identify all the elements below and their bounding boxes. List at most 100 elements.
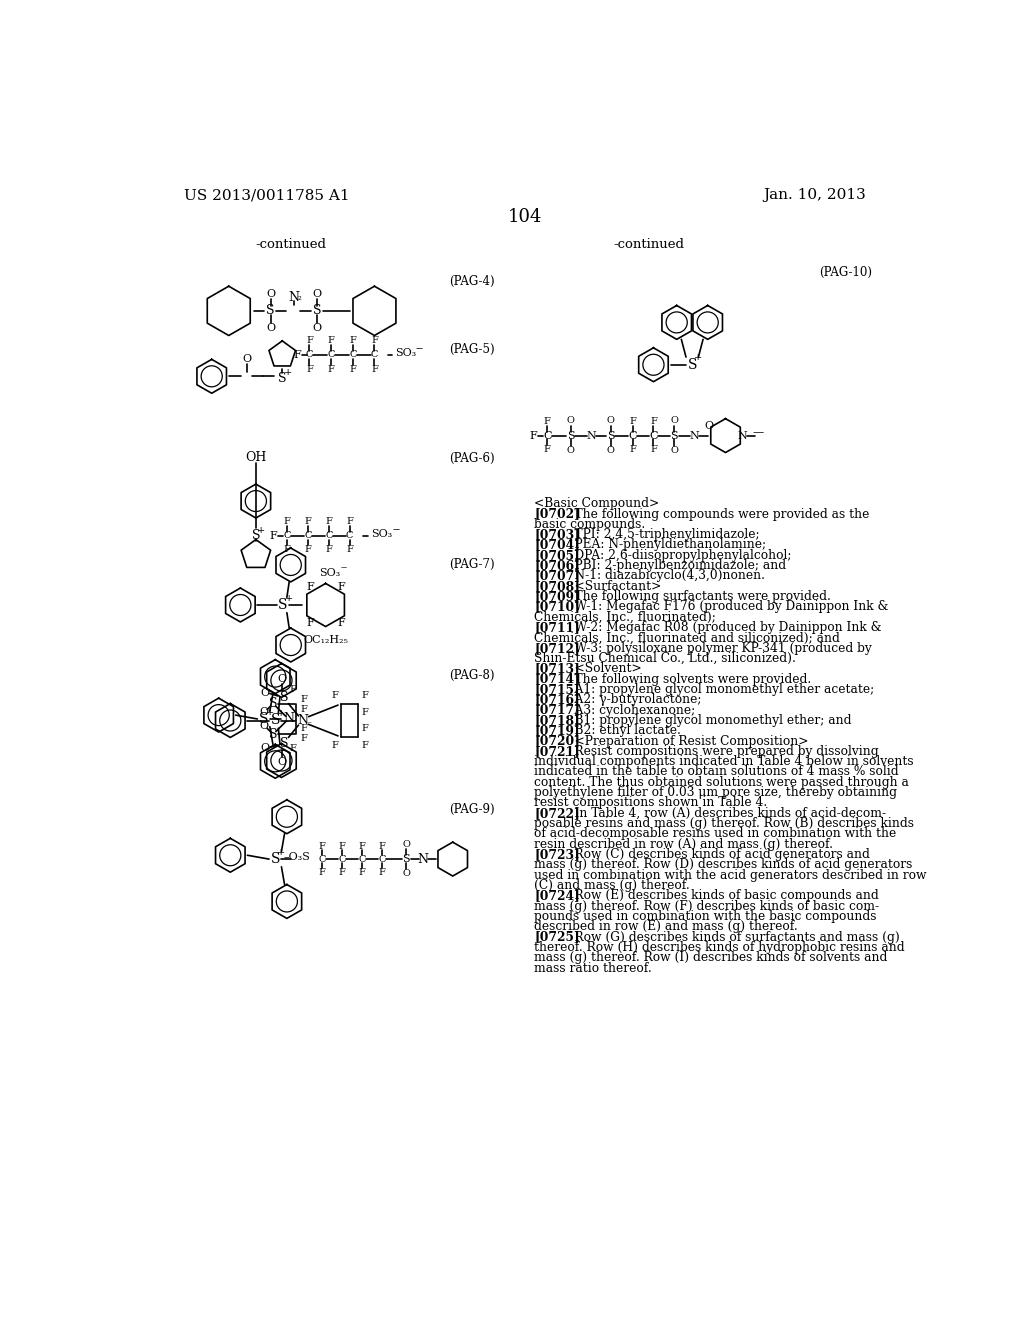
Text: +: + xyxy=(694,354,702,362)
Text: mass ratio thereof.: mass ratio thereof. xyxy=(535,961,652,974)
Text: [0704]: [0704] xyxy=(535,539,580,552)
Text: C: C xyxy=(325,531,333,540)
Text: TPI: 2,4,5-triphenylimidazole;: TPI: 2,4,5-triphenylimidazole; xyxy=(558,528,759,541)
Text: Row (G) describes kinds of surfactants and mass (g): Row (G) describes kinds of surfactants a… xyxy=(558,931,899,944)
Text: F: F xyxy=(306,619,314,628)
Text: +: + xyxy=(278,709,286,718)
Text: C: C xyxy=(305,350,313,359)
Text: [0714]: [0714] xyxy=(535,673,580,685)
Text: F: F xyxy=(339,842,345,850)
Text: O: O xyxy=(312,289,322,298)
Text: C: C xyxy=(328,350,335,359)
Text: C: C xyxy=(338,854,345,863)
Text: S: S xyxy=(402,854,410,865)
Text: <Solvent>: <Solvent> xyxy=(558,663,641,676)
Text: F: F xyxy=(349,364,356,374)
Text: F: F xyxy=(289,685,296,694)
Text: F: F xyxy=(360,741,368,750)
Text: +: + xyxy=(257,525,265,535)
Text: F: F xyxy=(379,842,386,850)
Text: O: O xyxy=(261,743,269,754)
Text: F: F xyxy=(529,430,538,441)
Text: ‒: ‒ xyxy=(416,343,423,354)
Text: (PAG-8): (PAG-8) xyxy=(450,669,496,682)
Text: F: F xyxy=(301,705,307,714)
Text: F: F xyxy=(371,364,378,374)
Text: [0723]: [0723] xyxy=(535,847,580,861)
Text: mass (g) thereof. Row (D) describes kinds of acid generators: mass (g) thereof. Row (D) describes kind… xyxy=(535,858,912,871)
Text: F: F xyxy=(289,743,296,752)
Text: F: F xyxy=(360,709,368,717)
Text: The following surfactants were provided.: The following surfactants were provided. xyxy=(558,590,830,603)
Text: F: F xyxy=(629,417,636,426)
Text: F: F xyxy=(379,867,386,876)
Text: O: O xyxy=(566,446,574,454)
Text: F: F xyxy=(328,335,335,345)
Text: [0706]: [0706] xyxy=(535,560,580,572)
Text: –O₃S: –O₃S xyxy=(284,851,310,862)
Text: Shin-Etsu Chemical Co., Ltd., siliconized).: Shin-Etsu Chemical Co., Ltd., siliconize… xyxy=(535,652,796,665)
Text: S: S xyxy=(252,529,260,543)
Text: [0722]: [0722] xyxy=(535,807,580,820)
Text: F: F xyxy=(270,531,278,541)
Text: N: N xyxy=(737,430,748,441)
Text: Resist compositions were prepared by dissolving: Resist compositions were prepared by dis… xyxy=(558,744,879,758)
Text: mass (g) thereof. Row (I) describes kinds of solvents and: mass (g) thereof. Row (I) describes kind… xyxy=(535,952,888,964)
Text: S: S xyxy=(313,305,322,317)
Text: O: O xyxy=(703,421,713,432)
Text: [0709]: [0709] xyxy=(535,590,580,603)
Text: [0703]: [0703] xyxy=(535,528,580,541)
Text: C: C xyxy=(629,430,637,441)
Text: O: O xyxy=(243,354,252,364)
Text: of acid-decomposable resins used in combination with the: of acid-decomposable resins used in comb… xyxy=(535,828,896,841)
Text: S: S xyxy=(278,372,287,385)
Text: resin described in row (A) and mass (g) thereof.: resin described in row (A) and mass (g) … xyxy=(535,838,834,850)
Text: Chemicals, Inc., fluorinated);: Chemicals, Inc., fluorinated); xyxy=(535,611,716,623)
Text: S: S xyxy=(671,430,678,441)
Text: Jan. 10, 2013: Jan. 10, 2013 xyxy=(763,189,866,202)
Text: O: O xyxy=(261,688,269,698)
Text: pounds used in combination with the basic compounds: pounds used in combination with the basi… xyxy=(535,909,877,923)
Text: F: F xyxy=(306,364,312,374)
Text: The following compounds were provided as the: The following compounds were provided as… xyxy=(558,507,869,520)
Text: F: F xyxy=(337,619,345,628)
Text: described in row (E) and mass (g) thereof.: described in row (E) and mass (g) thereo… xyxy=(535,920,798,933)
Text: polyethylene filter of 0.03 μm pore size, thereby obtaining: polyethylene filter of 0.03 μm pore size… xyxy=(535,787,897,799)
Text: N-1: diazabicyclo(4,3,0)nonen.: N-1: diazabicyclo(4,3,0)nonen. xyxy=(558,569,765,582)
Text: C: C xyxy=(358,854,366,863)
Text: indicated in the table to obtain solutions of 4 mass % solid: indicated in the table to obtain solutio… xyxy=(535,766,899,779)
Text: -continued: -continued xyxy=(255,238,327,251)
Text: A2: γ-butyrolactone;: A2: γ-butyrolactone; xyxy=(558,693,701,706)
Text: F: F xyxy=(318,867,326,876)
Text: F: F xyxy=(650,445,656,454)
Text: [0721]: [0721] xyxy=(535,744,580,758)
Text: N: N xyxy=(418,853,429,866)
Text: +: + xyxy=(284,368,292,378)
Text: [0720]: [0720] xyxy=(535,734,580,747)
Text: [0719]: [0719] xyxy=(535,725,580,737)
Text: [0711]: [0711] xyxy=(535,620,580,634)
Text: [0716]: [0716] xyxy=(535,693,580,706)
Text: [0710]: [0710] xyxy=(535,601,580,614)
Text: S: S xyxy=(269,727,278,741)
Text: SO₃: SO₃ xyxy=(395,348,416,358)
Text: S: S xyxy=(259,711,268,726)
Text: [0718]: [0718] xyxy=(535,714,580,727)
Text: C: C xyxy=(346,531,353,540)
Text: O: O xyxy=(566,417,574,425)
Text: ⁻: ⁻ xyxy=(291,718,296,727)
Text: F: F xyxy=(306,335,312,345)
Text: posable resins and mass (g) thereof. Row (B) describes kinds: posable resins and mass (g) thereof. Row… xyxy=(535,817,914,830)
Text: OC₁₂H₂₅: OC₁₂H₂₅ xyxy=(303,635,348,645)
Text: ₂: ₂ xyxy=(297,293,301,301)
Text: [0705]: [0705] xyxy=(535,549,580,562)
Text: B1: propylene glycol monomethyl ether; and: B1: propylene glycol monomethyl ether; a… xyxy=(558,714,851,727)
Text: Row (C) describes kinds of acid generators and: Row (C) describes kinds of acid generato… xyxy=(558,847,869,861)
Text: C: C xyxy=(349,350,356,359)
Text: (PAG-10): (PAG-10) xyxy=(819,265,872,279)
Text: S: S xyxy=(607,430,614,441)
Text: The following solvents were provided.: The following solvents were provided. xyxy=(558,673,811,685)
Text: (PAG-9): (PAG-9) xyxy=(450,803,496,816)
Text: PBI: 2-phenylbenzoimidazole; and: PBI: 2-phenylbenzoimidazole; and xyxy=(558,560,785,572)
Text: B2: ethyl lactate.: B2: ethyl lactate. xyxy=(558,725,680,737)
